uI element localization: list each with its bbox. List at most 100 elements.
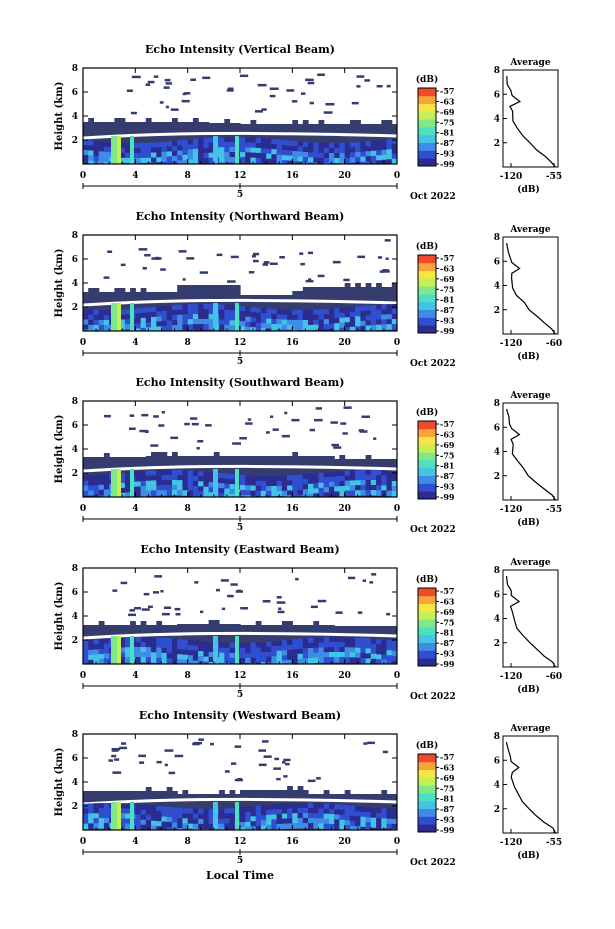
average-y-tick-label: 6 [494, 756, 500, 766]
echo-strong-cell [208, 809, 215, 815]
colorbar-frame [417, 87, 437, 167]
echo-strong-cell [119, 818, 126, 824]
echo-strong-cell [245, 326, 251, 331]
average-x-label: (dB) [517, 351, 539, 362]
echo-strong-cell [302, 484, 309, 490]
echo-strong-cell [271, 314, 278, 320]
colorbar-unit: (dB) [416, 407, 438, 418]
echo-strong-cell [245, 485, 251, 491]
echo-strong-cell [313, 808, 320, 814]
x-tick-label: 0 [394, 671, 400, 681]
echo-strong-cell [145, 815, 152, 821]
echo-strong-cell [140, 809, 147, 816]
echo-strong-cell [334, 637, 340, 643]
echo-strong-cell [177, 140, 183, 146]
echo-strong-cell [349, 657, 356, 663]
echo-strong-cell [240, 142, 246, 148]
echo-strong-cell [103, 146, 110, 153]
echo-strong-cell [323, 329, 330, 331]
echo-strong-cell [266, 313, 272, 320]
echo-strong-cell [376, 654, 382, 660]
echo-strong-cell [198, 158, 204, 164]
echo-strong-cell [83, 150, 89, 156]
echo-strong-cell [365, 812, 372, 818]
echo-strong-cell [192, 319, 199, 325]
heatmap-cells [83, 738, 397, 830]
echo-sparse-cell [263, 755, 272, 758]
echo-strong-cell [203, 153, 210, 159]
echo-strong-cell [292, 309, 299, 316]
echo-strong-cell [323, 813, 330, 820]
echo-strong-cell [281, 309, 288, 316]
echo-strong-cell [166, 325, 173, 331]
y-axis-label: Height (km) [54, 415, 65, 484]
echo-strong-cell [156, 142, 163, 148]
echo-strong-cell [329, 486, 335, 493]
echo-sparse-cell [205, 424, 212, 427]
echo-strong-cell [83, 818, 89, 825]
echo-sparse-cell [257, 83, 267, 87]
echo-strong-cell [124, 657, 131, 663]
x-tick-label: 4 [132, 837, 138, 847]
echo-strong-cell [281, 140, 288, 146]
echo-strong-cell [219, 828, 225, 830]
echo-strong-cell [161, 806, 168, 813]
echo-weak-cell [344, 283, 351, 331]
echo-strong-cell [255, 490, 262, 497]
echo-sparse-cell [266, 431, 270, 434]
y-tick-label: 2 [72, 469, 78, 479]
echo-strong-cell [391, 309, 397, 315]
echo-strong-cell [376, 140, 382, 146]
echo-strong-cell [124, 147, 131, 154]
echo-strong-cell [151, 311, 157, 318]
echo-strong-cell [302, 648, 309, 654]
echo-strong-cell [355, 147, 361, 153]
echo-sparse-cell [199, 271, 208, 274]
echo-strong-cell [355, 647, 361, 654]
colorbar-label: -87 [440, 471, 454, 481]
echo-sparse-cell [251, 255, 256, 258]
colorbar-label: -69 [440, 107, 455, 117]
average-y-tick-label: 2 [494, 306, 500, 316]
echo-strong-cell [355, 816, 361, 822]
echo-strong-cell [281, 319, 288, 326]
echo-strong-cell [198, 148, 204, 154]
echo-strong-cell [161, 657, 168, 664]
echo-strong-cell [98, 479, 105, 486]
colorbar-swatch [418, 286, 436, 295]
echo-strong-cell [229, 157, 236, 163]
echo-sparse-cell [190, 78, 196, 81]
echo-strong-cell [166, 151, 173, 157]
echo-strong-cell [83, 314, 89, 320]
colorbar-label: -87 [440, 305, 454, 315]
echo-strong-cell [323, 142, 330, 149]
echo-sparse-cell [367, 741, 375, 745]
colorbar-label: -63 [440, 762, 455, 772]
echo-sparse-cell [197, 440, 204, 443]
colorbar-label: -63 [440, 263, 455, 273]
echo-strong-cell [355, 142, 361, 148]
echo-sparse-cell [317, 73, 325, 76]
echo-strong-cell [198, 823, 204, 830]
echo-sparse-cell [182, 278, 186, 281]
echo-strong-cell [229, 310, 236, 316]
x-tick-label: 16 [286, 171, 299, 181]
echo-strong-cell [124, 818, 131, 825]
echo-strong-cell [381, 654, 388, 661]
echo-strong-cell [161, 156, 168, 163]
chart-title: Echo Intensity (Vertical Beam) [145, 43, 335, 56]
echo-strong-cell [124, 319, 131, 325]
echo-strong-cell [198, 476, 204, 482]
echo-strong-cell [266, 328, 272, 331]
echo-strong-cell [360, 470, 367, 476]
echo-strong-cell [370, 315, 377, 321]
echo-sparse-cell [147, 605, 153, 609]
echo-strong-cell [250, 811, 257, 817]
echo-strong-cell [355, 157, 361, 163]
average-frame [502, 569, 559, 668]
echo-strong-cell [287, 160, 293, 164]
echo-strong-cell [281, 650, 288, 656]
echo-strong-cell [93, 808, 100, 814]
echo-strong-cell [255, 317, 262, 324]
